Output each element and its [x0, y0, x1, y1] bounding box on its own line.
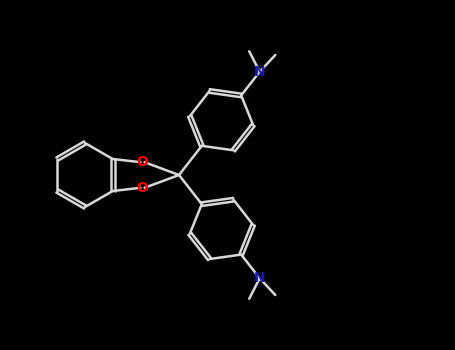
Text: N: N [254, 65, 265, 79]
Text: N: N [254, 271, 265, 285]
Text: O: O [136, 181, 148, 195]
Text: O: O [136, 155, 148, 169]
